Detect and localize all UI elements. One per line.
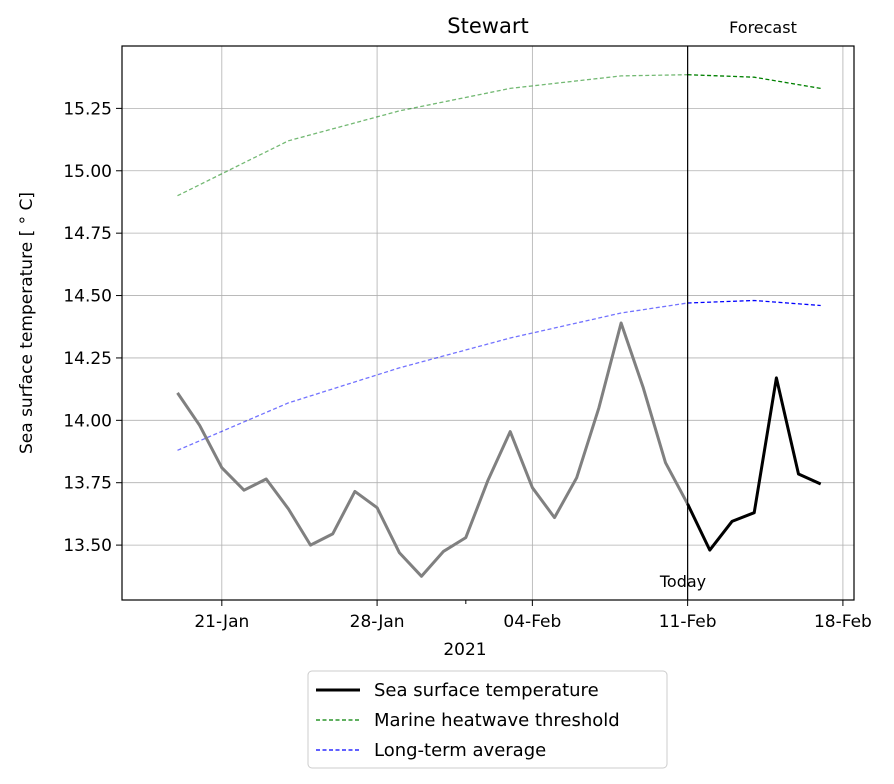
legend-label-threshold: Marine heatwave threshold (374, 710, 620, 731)
grid (122, 46, 854, 600)
x-tick-label: 21-Jan (194, 612, 249, 632)
y-tick-label: 15.25 (63, 99, 112, 119)
y-axis-label: Sea surface temperature [ ° C] (17, 192, 37, 454)
average-line-past (177, 302, 688, 451)
y-tick-label: 14.25 (63, 349, 112, 369)
legend-label-sst: Sea surface temperature (374, 680, 599, 701)
legend-label-average: Long-term average (374, 740, 546, 761)
sst-line-forecast (686, 376, 822, 552)
x-tick-label: 28-Jan (350, 612, 405, 632)
y-tick-label: 13.75 (63, 474, 112, 494)
data-lines (176, 74, 822, 578)
plot-frame (121, 45, 855, 601)
y-tick-label: 13.50 (63, 536, 112, 556)
today-label: Today (659, 572, 706, 591)
chart-title: Stewart (447, 14, 528, 38)
y-tick-label: 15.00 (63, 162, 112, 182)
threshold-line-past (177, 74, 688, 197)
x-tick-label: 04-Feb (503, 612, 561, 632)
average-line-forecast (687, 299, 821, 307)
y-tick-label: 14.00 (63, 411, 112, 431)
y-tick-label: 14.50 (63, 287, 112, 307)
forecast-label: Forecast (729, 18, 797, 37)
x-axis-label: 2021 (443, 640, 486, 660)
threshold-line-forecast (687, 74, 821, 90)
axis-ticks: 21-Jan 28-Jan 04-Feb 11-Feb 18-Feb 13.50 13.75… (63, 99, 872, 632)
legend: Sea surface temperature Marine heatwave … (307, 670, 668, 769)
x-tick-label: 18-Feb (814, 612, 872, 632)
sst-line-observed (176, 321, 689, 578)
legend-box (307, 670, 668, 769)
x-tick-label: 11-Feb (659, 612, 717, 632)
y-tick-label: 14.75 (63, 224, 112, 244)
